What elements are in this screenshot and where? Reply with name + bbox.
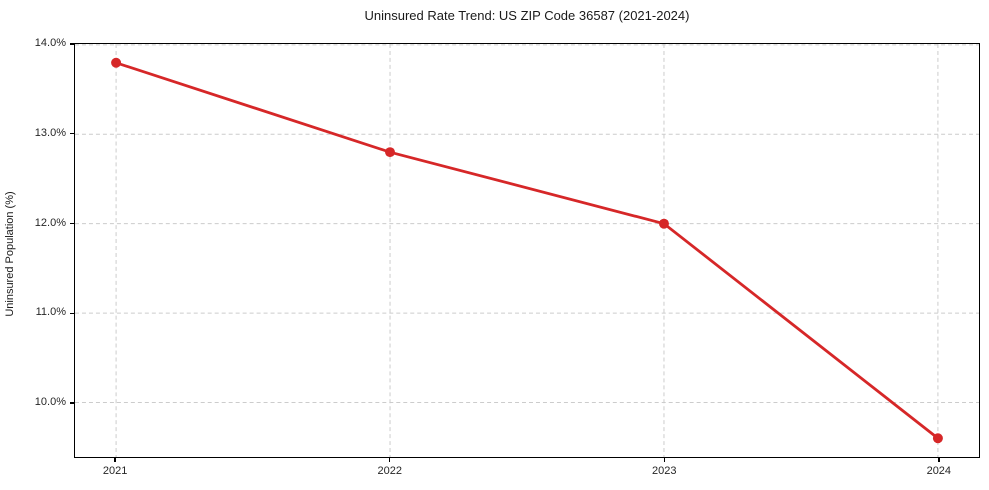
line-chart-svg — [75, 44, 979, 457]
data-point-marker — [111, 57, 122, 68]
data-point-marker — [932, 433, 943, 444]
y-tick-mark — [70, 312, 74, 315]
y-tick-mark — [70, 43, 74, 45]
y-tick-label: 13.0% — [34, 126, 66, 139]
x-tick-label: 2023 — [652, 465, 677, 477]
y-tick-mark — [70, 222, 74, 225]
y-tick-label: 14.0% — [34, 36, 66, 49]
plot-area — [74, 43, 980, 458]
x-tick-mark — [388, 458, 391, 462]
x-tick-label: 2024 — [926, 465, 952, 477]
y-tick-label: 12.0% — [34, 216, 66, 229]
x-tick-label: 2022 — [377, 465, 402, 477]
data-point-marker — [658, 218, 669, 229]
x-tick-mark — [114, 458, 116, 462]
x-tick-mark — [663, 458, 666, 462]
chart-title: Uninsured Rate Trend: US ZIP Code 36587 … — [364, 8, 690, 23]
y-tick-mark — [70, 132, 74, 135]
y-axis-label-text: Uninsured Population (%) — [4, 191, 16, 317]
trend-line — [114, 61, 940, 440]
x-tick-mark — [938, 458, 940, 462]
data-point-marker — [385, 147, 396, 158]
y-tick-label: 11.0% — [35, 306, 66, 319]
y-tick-mark — [70, 402, 74, 404]
y-tick-label: 10.0% — [34, 396, 66, 409]
x-tick-label: 2021 — [102, 465, 128, 477]
